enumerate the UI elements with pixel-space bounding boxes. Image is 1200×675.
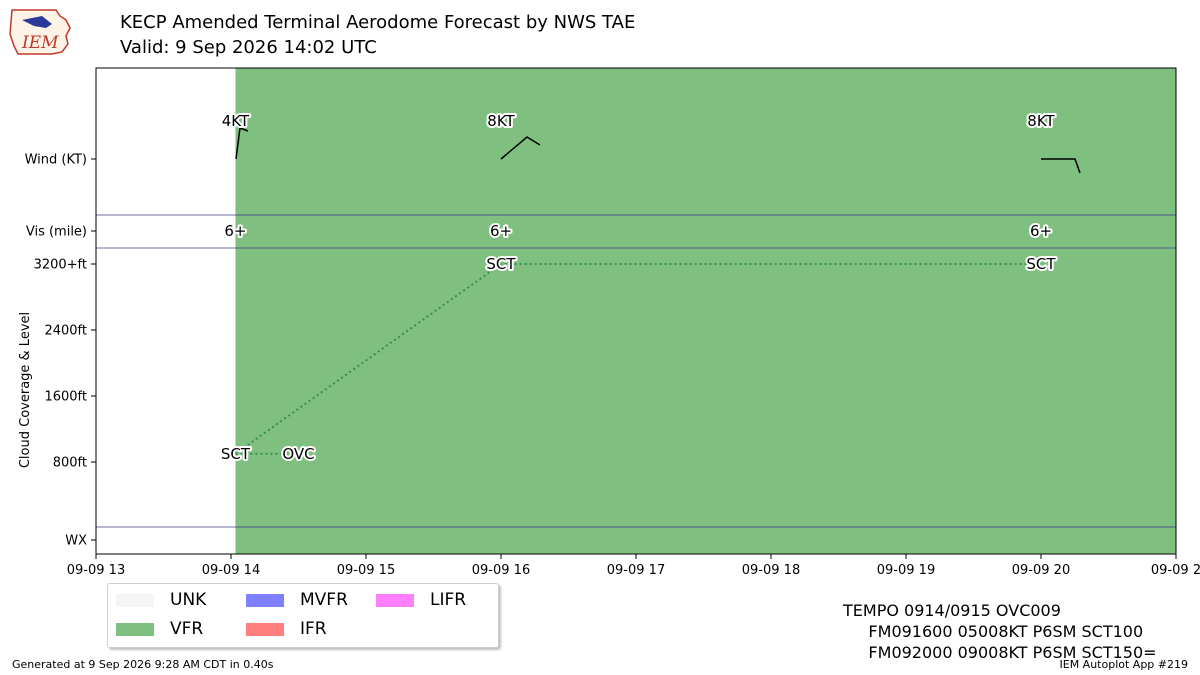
x-tick-label: 09-09 15 — [337, 563, 395, 578]
legend-label: MVFR — [300, 590, 348, 610]
legend-item-vfr: VFR — [116, 618, 203, 640]
y-tick-wind: Wind (KT) — [25, 153, 87, 168]
y-tick-cloud: 1600ft — [44, 390, 87, 405]
legend-swatch — [246, 622, 284, 636]
visibility-label: 6+ — [490, 222, 512, 240]
y-tick-wx: WX — [65, 534, 87, 549]
taf-text: TEMPO 0914/0915 OVC009 FM091600 05008KT … — [843, 600, 1157, 663]
wind-speed-label: 4KT — [222, 112, 250, 130]
x-tick-label: 09-09 20 — [1012, 563, 1070, 578]
legend-item-lifr: LIFR — [376, 589, 466, 611]
legend-item-unk: UNK — [116, 589, 206, 611]
taf-line: FM091600 05008KT P6SM SCT100 — [843, 622, 1144, 641]
wind-barb — [1041, 158, 1081, 174]
x-tick-label: 09-09 2 — [1151, 563, 1200, 578]
wind-barb — [500, 136, 541, 160]
x-tick-label: 09-09 13 — [67, 563, 125, 578]
cloud-coverage-label: SCT — [221, 445, 251, 463]
app-footer: IEM Autoplot App #219 — [1059, 658, 1189, 671]
legend-swatch — [116, 593, 154, 607]
taf-line: FM092000 09008KT P6SM SCT150= — [843, 643, 1157, 662]
y-tick-vis: Vis (mile) — [26, 225, 87, 240]
legend-label: VFR — [170, 619, 204, 639]
cloud-level-line — [234, 263, 1041, 455]
x-tick-label: 09-09 16 — [472, 563, 530, 578]
visibility-label: 6+ — [1030, 222, 1052, 240]
wind-barb — [235, 126, 249, 160]
visibility-label: 6+ — [224, 222, 246, 240]
wind-speed-label: 8KT — [487, 112, 515, 130]
x-tick-label: 09-09 19 — [877, 563, 935, 578]
legend-swatch — [376, 593, 414, 607]
y-tick-cloud: 2400ft — [44, 324, 87, 339]
legend-swatch — [116, 622, 154, 636]
legend-label: IFR — [300, 619, 327, 639]
y-tick-cloud: 3200+ft — [34, 258, 87, 273]
legend-swatch — [246, 593, 284, 607]
iem-logo: IEM — [9, 9, 71, 55]
legend-item-mvfr: MVFR — [246, 589, 348, 611]
x-tick-label: 09-09 17 — [607, 563, 665, 578]
y-tick-cloud: 800ft — [53, 456, 87, 471]
legend-label: UNK — [170, 590, 207, 610]
taf-line: TEMPO 0914/0915 OVC009 — [843, 601, 1061, 620]
x-tick-label: 09-09 18 — [742, 563, 800, 578]
logo-text: IEM — [21, 33, 59, 53]
flight-category-band-vfr — [235, 68, 1176, 554]
wind-speed-label: 8KT — [1027, 112, 1055, 130]
cloud-coverage-label: OVC — [282, 445, 314, 463]
y-axis-label: Cloud Coverage & Level — [18, 312, 33, 468]
legend-item-ifr: IFR — [246, 618, 327, 640]
cloud-coverage-label: SCT — [1026, 255, 1056, 273]
generated-footer: Generated at 9 Sep 2026 9:28 AM CDT in 0… — [12, 658, 274, 671]
chart-title: KECP Amended Terminal Aerodome Forecast … — [120, 12, 636, 33]
cloud-coverage-label: SCT — [486, 255, 516, 273]
legend-label: LIFR — [430, 590, 467, 610]
chart-subtitle: Valid: 9 Sep 2026 14:02 UTC — [120, 37, 377, 58]
legend: UNK MVFR LIFR VFR IFR — [107, 583, 499, 648]
x-tick-label: 09-09 14 — [202, 563, 260, 578]
